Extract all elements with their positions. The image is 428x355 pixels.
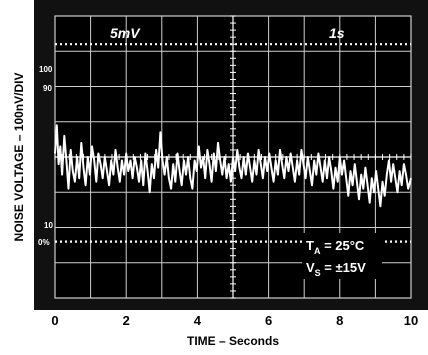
x-tick-label: 4 (194, 313, 202, 328)
x-tick-label: 2 (123, 313, 130, 328)
x-tick-label: 0 (51, 313, 58, 328)
marker-90-label: 90 (43, 84, 52, 93)
vs-value: = ±15V (321, 260, 366, 275)
marker-0-label: 0% (38, 238, 50, 247)
time-per-div-label: 1s (329, 25, 345, 41)
marker-100-label: 100 (39, 65, 53, 74)
y-axis-label: NOISE VOLTAGE – 100nV/DIV (12, 73, 26, 242)
ta-value: = 25°C (320, 238, 364, 253)
ta-subscript: A (314, 246, 321, 256)
x-tick-label: 6 (265, 313, 272, 328)
x-tick-label: 10 (404, 313, 418, 328)
x-tick-label: 8 (336, 313, 343, 328)
x-tick-labels: 0 2 4 6 8 10 (51, 313, 418, 328)
volts-per-div-label: 5mV (110, 25, 141, 41)
x-axis-label: TIME – Seconds (187, 334, 279, 348)
marker-10-label: 10 (44, 221, 53, 230)
noise-trace (54, 124, 412, 208)
vs-subscript: S (315, 268, 321, 278)
supply-voltage-annotation: VS = ±15V (306, 260, 366, 278)
vs-symbol: V (306, 260, 315, 275)
annotation-bg (302, 233, 382, 279)
ta-symbol: T (306, 238, 314, 253)
ambient-temp-annotation: TA = 25°C (306, 238, 365, 256)
